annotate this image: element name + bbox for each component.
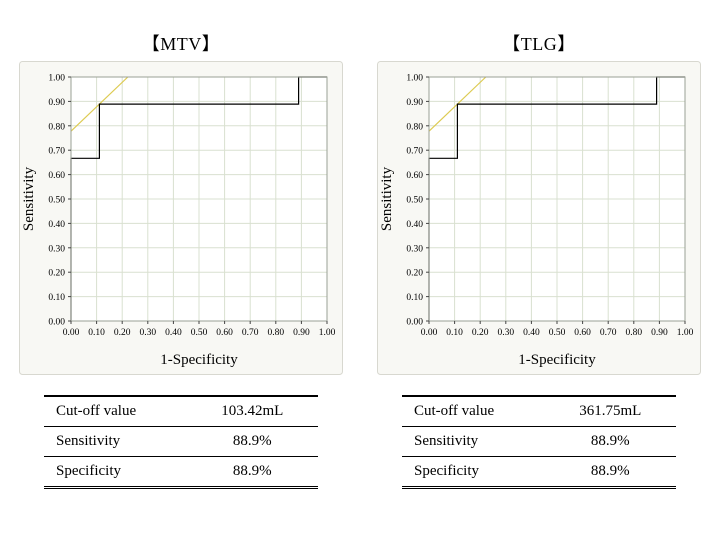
table-row: Specificity 88.9% — [402, 457, 676, 488]
svg-text:0.60: 0.60 — [574, 328, 591, 338]
svg-text:0.10: 0.10 — [406, 293, 423, 303]
svg-text:Sensitivity: Sensitivity — [21, 166, 37, 231]
svg-text:0.00: 0.00 — [406, 318, 423, 328]
svg-text:0.30: 0.30 — [497, 328, 514, 338]
svg-text:0.80: 0.80 — [625, 328, 642, 338]
svg-text:0.70: 0.70 — [242, 328, 259, 338]
svg-text:0.50: 0.50 — [406, 196, 423, 206]
svg-text:0.00: 0.00 — [63, 328, 80, 338]
svg-text:Sensitivity: Sensitivity — [379, 166, 395, 231]
roc-curve-svg: 0.000.00 0.10 0.10 0.20 0.20 0.30 0.30 0.40 0.40… — [19, 61, 343, 375]
svg-text:0.20: 0.20 — [472, 328, 489, 338]
table-row: Specificity 88.9% — [44, 457, 318, 488]
svg-text:0.70: 0.70 — [48, 147, 65, 157]
svg-text:0.20: 0.20 — [114, 328, 131, 338]
svg-text:0.30: 0.30 — [48, 244, 65, 254]
svg-text:1.00: 1.00 — [677, 328, 694, 338]
table-row: Sensitivity 88.9% — [402, 426, 676, 457]
stat-label: Specificity — [56, 463, 121, 479]
stat-value: 88.9% — [186, 426, 318, 457]
svg-text:0.50: 0.50 — [191, 328, 208, 338]
stat-label: Cut-off value — [402, 396, 545, 427]
svg-text:0.20: 0.20 — [406, 269, 423, 279]
svg-text:0.40: 0.40 — [48, 220, 65, 230]
stat-label: Sensitivity — [44, 426, 187, 457]
svg-text:0.30: 0.30 — [139, 328, 156, 338]
svg-text:0.90: 0.90 — [651, 328, 668, 338]
svg-text:1.00: 1.00 — [406, 74, 423, 84]
svg-text:0.20: 0.20 — [48, 269, 65, 279]
svg-text:0.50: 0.50 — [549, 328, 566, 338]
figure-tlg: 【TLG】 0.00 0.00 0.10 0.10 0.20 0.20 0.30 0.30 0.… — [377, 30, 701, 489]
stat-value: 361.75mL — [544, 396, 676, 427]
figure-mtv: 【MTV】 0.00 0.00 0.10 0.10 0.20 0.20 0.30 0.30 0.… — [19, 30, 343, 489]
svg-text:0.90: 0.90 — [293, 328, 310, 338]
svg-text:0.50: 0.50 — [48, 196, 65, 206]
svg-text:0.80: 0.80 — [267, 328, 284, 338]
chart-title-mtv: 【MTV】 — [141, 34, 221, 54]
svg-text:1-Specificity: 1-Specificity — [518, 352, 596, 368]
svg-text:0.60: 0.60 — [48, 171, 65, 181]
svg-text:0.80: 0.80 — [406, 122, 423, 132]
svg-text:1.00: 1.00 — [319, 328, 336, 338]
stat-value: 88.9% — [232, 463, 272, 479]
roc-curve-svg: 0.000.00 0.10 0.10 0.20 0.20 0.30 0.30 0.40 0.40… — [377, 61, 701, 375]
svg-text:0.40: 0.40 — [523, 328, 540, 338]
svg-text:0.70: 0.70 — [600, 328, 617, 338]
table-row: Cut-off value 361.75mL — [402, 396, 676, 427]
svg-text:1.00: 1.00 — [48, 74, 65, 84]
svg-text:0.00: 0.00 — [48, 318, 65, 328]
svg-text:0.00: 0.00 — [421, 328, 438, 338]
cutoff-table-tlg: Cut-off value 361.75mL Sensitivity 88.9%… — [402, 395, 676, 489]
roc-chart-tlg: 0.00 0.00 0.10 0.10 0.20 0.20 0.30 0.30 0.40 0.40… — [377, 61, 701, 375]
svg-text:0.40: 0.40 — [165, 328, 182, 338]
roc-comparison-page: 【MTV】 0.00 0.00 0.10 0.10 0.20 0.20 0.30 0.30 0.… — [19, 30, 701, 489]
stat-label: Cut-off value — [44, 396, 187, 427]
svg-text:0.80: 0.80 — [48, 122, 65, 132]
svg-text:0.60: 0.60 — [406, 171, 423, 181]
cutoff-table-mtv: Cut-off value 103.42mL Sensitivity 88.9%… — [44, 395, 318, 489]
table-row: Sensitivity 88.9% — [44, 426, 318, 457]
svg-text:0.10: 0.10 — [88, 328, 105, 338]
stat-label: Specificity — [414, 463, 479, 479]
stat-value: 88.9% — [544, 426, 676, 457]
svg-text:0.10: 0.10 — [48, 293, 65, 303]
table-row: Cut-off value 103.42mL — [44, 396, 318, 427]
stat-label: Sensitivity — [402, 426, 545, 457]
svg-text:0.70: 0.70 — [406, 147, 423, 157]
svg-text:0.60: 0.60 — [216, 328, 233, 338]
stat-value: 103.42mL — [186, 396, 318, 427]
roc-chart-mtv: 0.00 0.00 0.10 0.10 0.20 0.20 0.30 0.30 0.40 0.40… — [19, 61, 343, 375]
svg-text:1-Specificity: 1-Specificity — [160, 352, 238, 368]
svg-text:0.40: 0.40 — [406, 220, 423, 230]
stat-value: 88.9% — [590, 463, 630, 479]
svg-text:0.10: 0.10 — [446, 328, 463, 338]
svg-text:0.30: 0.30 — [406, 244, 423, 254]
svg-text:0.90: 0.90 — [406, 98, 423, 108]
svg-text:0.90: 0.90 — [48, 98, 65, 108]
chart-title-tlg: 【TLG】 — [502, 34, 576, 54]
